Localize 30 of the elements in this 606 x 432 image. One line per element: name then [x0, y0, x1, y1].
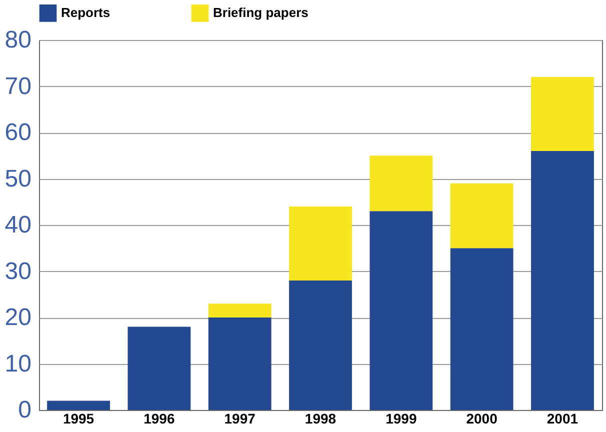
- bar: [208, 304, 272, 318]
- bar: [289, 206, 352, 280]
- bar: [531, 77, 594, 151]
- y-tick-label: 80: [4, 26, 32, 54]
- x-tick-label: 2000: [466, 410, 498, 426]
- x-tick-label: 1999: [386, 410, 417, 426]
- bar: [289, 280, 352, 410]
- bar: [208, 318, 272, 410]
- bar: [450, 183, 514, 248]
- y-tick-label: 0: [18, 396, 32, 424]
- bar: [450, 248, 514, 410]
- y-tick-label: 10: [4, 350, 32, 378]
- bar: [47, 400, 110, 410]
- y-tick-label: 50: [4, 165, 32, 192]
- y-tick-label: 20: [4, 304, 32, 331]
- x-tick-label: 1998: [304, 410, 336, 426]
- x-tick-label: 1997: [224, 410, 256, 426]
- bar: [370, 156, 433, 212]
- y-tick-label: 40: [4, 212, 32, 238]
- legend-label: Briefing papers: [213, 5, 308, 20]
- y-tick-label: 70: [4, 72, 32, 100]
- bar: [370, 211, 433, 410]
- x-tick-label: 1995: [62, 410, 94, 426]
- bar: [531, 151, 594, 410]
- y-tick-label: 60: [4, 119, 32, 146]
- x-tick-label: 2001: [546, 410, 578, 426]
- x-tick-label: 1996: [144, 410, 175, 426]
- y-tick-label: 30: [4, 258, 32, 285]
- bar: [128, 326, 191, 410]
- legend-label: Reports: [61, 5, 110, 20]
